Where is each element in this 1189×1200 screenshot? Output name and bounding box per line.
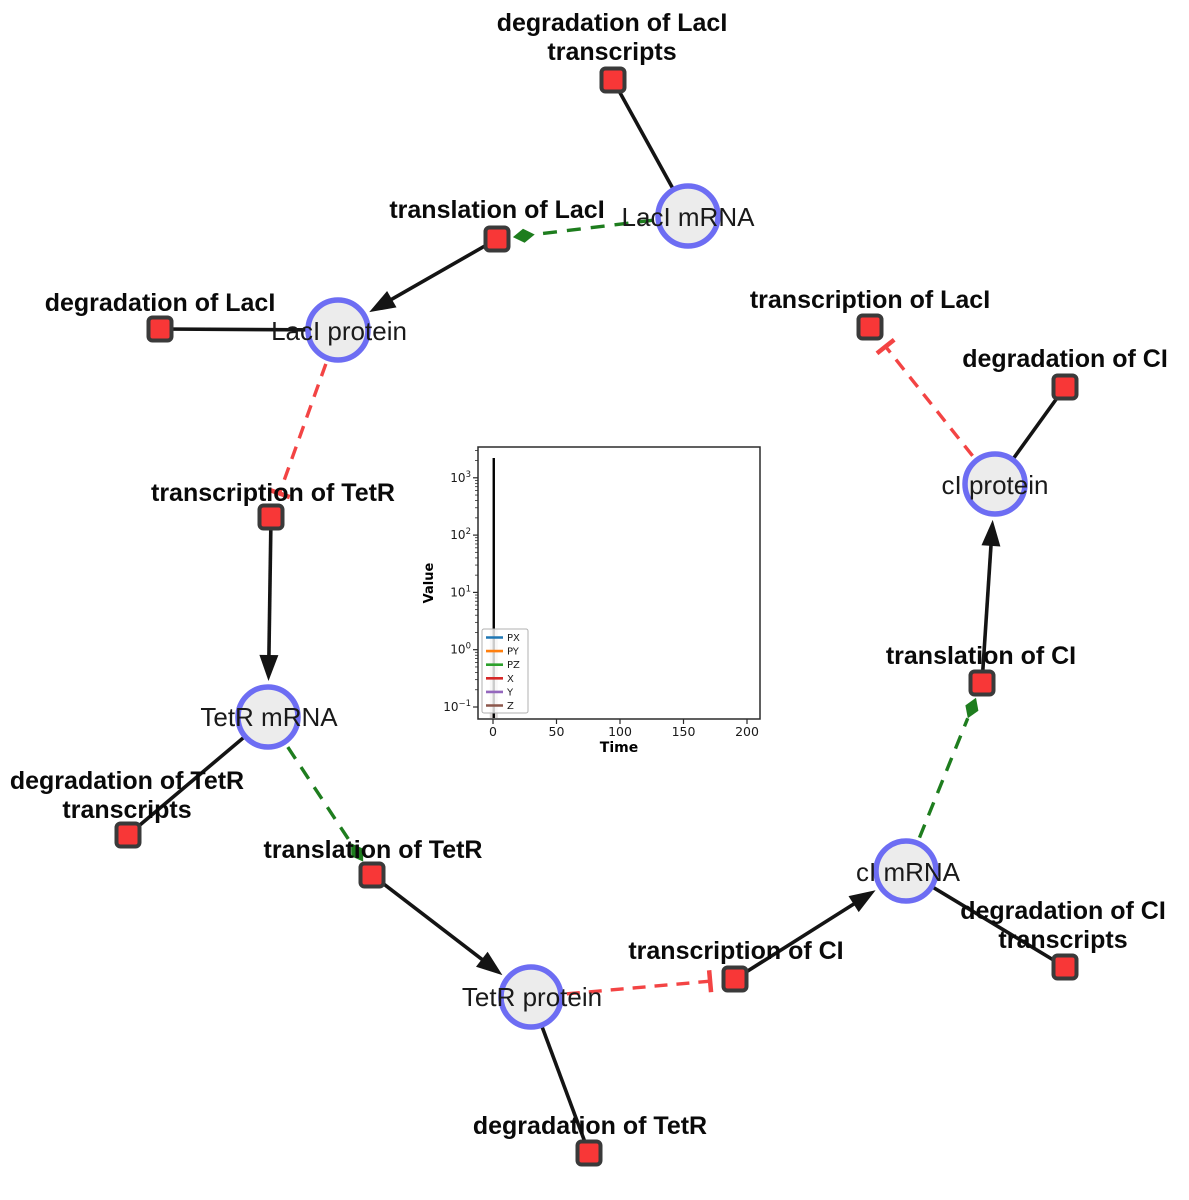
reaction-label-deg-tetr: degradation of TetR — [473, 1112, 707, 1140]
species-node-tetr-mrna[interactable] — [235, 684, 301, 750]
reaction-node-deg-laci-tx[interactable] — [599, 66, 627, 94]
nodes-layer — [114, 66, 1079, 1167]
chart-y-tick-label: 10−1 — [443, 699, 471, 714]
reaction-label-transl-tetr: translation of TetR — [264, 836, 483, 864]
chart-legend-label-pz: PZ — [507, 660, 520, 671]
chart-x-tick-label: 200 — [735, 724, 759, 739]
species-node-ci-protein[interactable] — [962, 451, 1028, 517]
reaction-node-deg-ci-tx[interactable] — [1051, 953, 1079, 981]
edge-modifier-tetr-mrna-transl-tetr — [286, 746, 353, 845]
species-label-ci-protein: cI protein — [942, 470, 1049, 500]
edge-product-tx-tetr-tetr-mrna-arrowhead — [259, 654, 279, 681]
labels-layer: degradation of LacItranscriptstranslatio… — [10, 9, 1168, 1140]
species-node-ci-mrna[interactable] — [873, 838, 939, 904]
chart-y-tick-label: 102 — [450, 527, 471, 542]
edge-product-transl-ci-ci-protein-arrowhead — [981, 519, 1001, 547]
species-label-laci-protein: LacI protein — [271, 316, 407, 346]
chart-legend: PX PY PZ XYZ — [481, 628, 529, 714]
edge-inhibitor-tetr-protein-tx-ci — [566, 979, 711, 996]
edge-product-transl-tetr-tetr-protein-arrowhead — [476, 951, 503, 976]
chart-x-tick-label: 50 — [549, 724, 565, 739]
reaction-node-tx-laci[interactable] — [856, 313, 884, 341]
reaction-label-tx-tetr: transcription of TetR — [151, 479, 395, 507]
reaction-node-deg-ci[interactable] — [1051, 373, 1079, 401]
reaction-label-deg-ci-tx: degradation of CI — [960, 897, 1166, 925]
edge-modifier-ci-mrna-transl-ci-arrowhead — [965, 697, 979, 719]
chart-legend-label-py: PY — [507, 647, 520, 658]
reaction-label-tx-ci: transcription of CI — [628, 937, 843, 965]
edge-product-tx-ci-ci-mrna — [734, 900, 858, 981]
reaction-label-transl-ci: translation of CI — [886, 642, 1076, 670]
reaction-label-deg-ci-tx: transcripts — [998, 926, 1127, 954]
chart-x-tick-label: 0 — [489, 724, 497, 739]
chart-legend-label-x: X — [507, 674, 514, 685]
reaction-label-deg-laci-tx: degradation of LacI — [497, 9, 728, 37]
species-label-ci-mrna: cI mRNA — [856, 857, 961, 887]
edge-product-tx-ci-ci-mrna-arrowhead — [848, 890, 876, 913]
reaction-node-transl-ci[interactable] — [968, 669, 996, 697]
edge-modifier-laci-mrna-transl-laci-arrowhead — [512, 228, 535, 243]
reaction-node-deg-laci[interactable] — [146, 315, 174, 343]
edge-product-transl-laci-laci-protein-arrowhead — [369, 291, 397, 313]
chart-y-tick-label: 101 — [450, 584, 471, 599]
edge-inhibitor-tetr-protein-tx-ci-tee — [706, 970, 714, 993]
edge-product-tx-tetr-tetr-mrna — [267, 516, 273, 660]
edge-product-transl-tetr-tetr-protein — [370, 873, 487, 964]
reaction-node-transl-laci[interactable] — [483, 225, 511, 253]
reaction-label-transl-laci: translation of LacI — [389, 196, 604, 224]
edge-modifier-laci-mrna-transl-laci — [534, 218, 653, 237]
reaction-label-deg-tetr-tx: degradation of TetR — [10, 767, 244, 795]
chart-legend-box — [481, 628, 529, 714]
reaction-node-deg-tetr-tx[interactable] — [114, 821, 142, 849]
species-node-laci-protein[interactable] — [305, 297, 371, 363]
chart-x-tick-label: 150 — [672, 724, 696, 739]
edge-inhibitor-laci-protein-tx-tetr — [277, 363, 328, 495]
species-node-tetr-protein[interactable] — [498, 964, 564, 1030]
reaction-label-deg-ci: degradation of CI — [962, 345, 1168, 373]
edge-modifier-ci-mrna-transl-ci — [917, 717, 970, 839]
species-node-laci-mrna[interactable] — [655, 183, 721, 249]
edge-product-transl-ci-ci-protein — [980, 541, 994, 684]
chart-legend-label-y: Y — [506, 687, 514, 698]
chart-legend-label-z: Z — [507, 701, 514, 712]
reaction-node-transl-tetr[interactable] — [358, 861, 386, 889]
edge-inhibitor-ci-protein-tx-laci-tee — [875, 337, 896, 356]
reaction-node-tx-ci[interactable] — [721, 965, 749, 993]
chart-yaxis-label: Value — [422, 562, 437, 603]
inset-chart: 0 50 100 150 20010−1100101102103TimeValuePXP… — [420, 425, 778, 770]
species-label-tetr-mrna: TetR mRNA — [200, 702, 338, 732]
chart-x-tick-label: 100 — [608, 724, 632, 739]
reaction-label-tx-laci: transcription of LacI — [750, 286, 990, 314]
reaction-label-deg-laci: degradation of LacI — [45, 289, 276, 317]
reaction-node-tx-tetr[interactable] — [257, 503, 285, 531]
chart-legend-label-px: PX — [507, 633, 520, 644]
reaction-label-deg-laci-tx: transcripts — [547, 38, 676, 66]
edge-product-transl-laci-laci-protein — [387, 237, 498, 303]
species-label-tetr-protein: TetR protein — [462, 982, 602, 1012]
edge-inhibitor-ci-protein-tx-laci — [884, 345, 974, 457]
edge-modifier-tetr-mrna-transl-tetr-arrowhead — [351, 843, 364, 862]
species-label-laci-mrna: LacI mRNA — [622, 202, 756, 232]
edge-inhibitor-laci-protein-tx-tetr-tee — [268, 487, 291, 500]
chart-xaxis-label: Time — [600, 740, 638, 756]
reaction-node-deg-tetr[interactable] — [575, 1139, 603, 1167]
reaction-label-deg-tetr-tx: transcripts — [62, 796, 191, 824]
chart-y-tick-label: 103 — [450, 470, 471, 485]
chart-y-tick-label: 100 — [450, 642, 471, 657]
